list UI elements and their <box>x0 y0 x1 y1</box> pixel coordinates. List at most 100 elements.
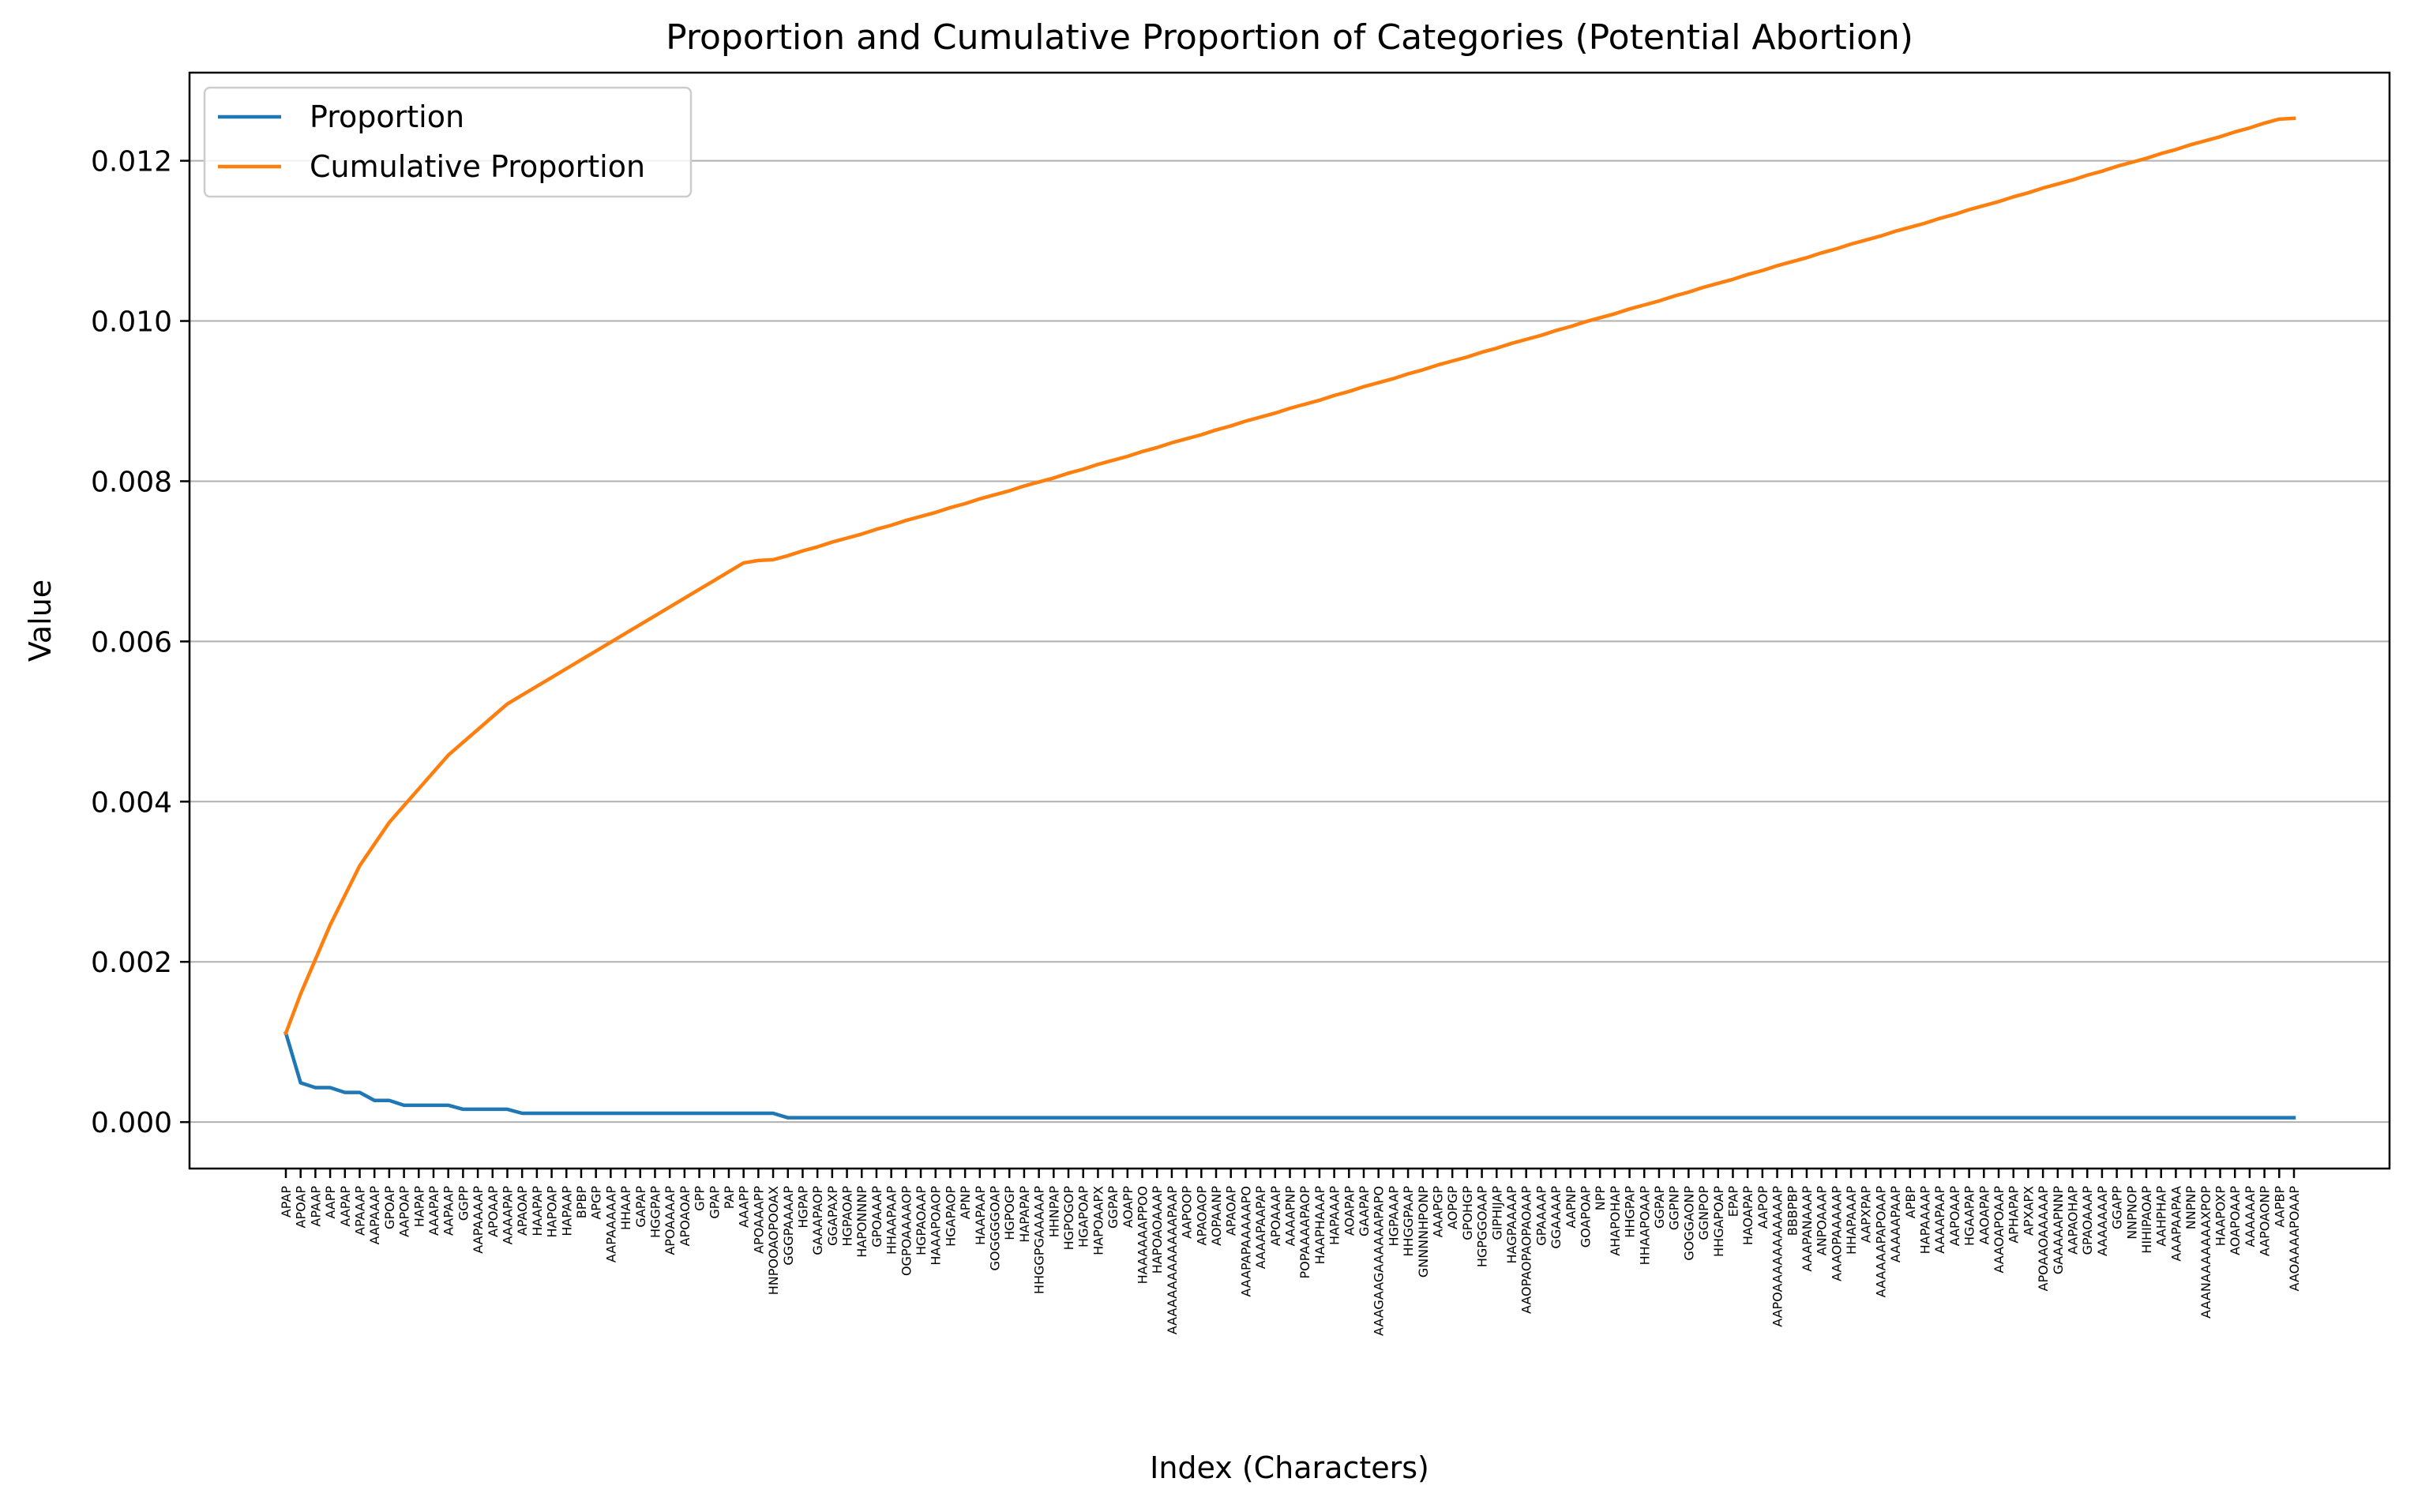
x-tick-label: AAAAAAAAAAAAAPAAP <box>1165 1186 1180 1335</box>
x-tick-label: GGAPAXP <box>825 1186 840 1246</box>
x-tick-label: AAAAAPAAP <box>1888 1186 1903 1263</box>
x-tick-label: AAOAAAAPOAAP <box>2287 1186 2302 1292</box>
x-tick-label: HAPONNNP <box>854 1186 869 1258</box>
x-tick-label: AOPAANP <box>1209 1186 1224 1246</box>
x-tick-label: HAAPAP <box>530 1186 545 1236</box>
x-tick-label: AAPAAAAP <box>471 1186 486 1254</box>
x-tick-label: AAAOPAAAAAP <box>1829 1186 1844 1281</box>
x-tick-label: AAPAP <box>338 1186 353 1227</box>
x-tick-label: GIPHIJAP <box>1489 1186 1504 1240</box>
x-tick-label: GPP <box>693 1186 708 1211</box>
x-tick-label: GNNNNHPONP <box>1416 1186 1431 1278</box>
x-tick-label: APOAAAAP <box>663 1186 678 1255</box>
x-tick-label: AAPOAONP <box>2258 1186 2273 1257</box>
x-tick-label: APAOAOP <box>1194 1186 1209 1246</box>
x-tick-label: GOAPOAP <box>1578 1186 1593 1248</box>
x-tick-label: HAAPHAAAP <box>1312 1186 1327 1265</box>
x-tick-label: HAPAPAP <box>1017 1186 1032 1243</box>
x-tick-label: AOAPAP <box>1342 1186 1357 1236</box>
legend-label-cumulative-proportion: Cumulative Proportion <box>310 149 645 184</box>
x-tick-label: APAAAP <box>352 1186 367 1236</box>
x-tick-label: HHGPAP <box>1623 1186 1638 1238</box>
series-line-proportion <box>283 1030 2296 1120</box>
x-tick-label: GGPAP <box>1106 1186 1121 1229</box>
legend-box <box>203 86 693 198</box>
legend: Proportion Cumulative Proportion <box>203 86 693 198</box>
x-tick-label: HAPAAP <box>559 1186 574 1236</box>
x-tick-label: HGGPAP <box>648 1186 663 1238</box>
x-tick-label: AOPGP <box>1445 1186 1460 1229</box>
x-tick-label: GPOAP <box>382 1186 397 1229</box>
x-tick-label: PAP <box>722 1186 737 1210</box>
x-tick-label: GPAOAAAP <box>2080 1186 2095 1255</box>
x-tick-label: AAPP <box>323 1186 338 1219</box>
x-tick-label: HHNPAP <box>1046 1186 1061 1238</box>
x-tick-label: APOAOAP <box>678 1186 693 1247</box>
x-tick-label: HHGGPGAAAAAP <box>1032 1186 1047 1294</box>
x-tick-label: HGPAP <box>795 1186 810 1229</box>
x-tick-label: HHAAP <box>618 1186 633 1230</box>
legend-label-proportion: Proportion <box>310 99 464 134</box>
x-tick-label: AAPBP <box>2272 1186 2287 1228</box>
x-tick-label: HHAAPAAP <box>884 1186 899 1255</box>
x-tick-label: HAAPAAP <box>973 1186 988 1245</box>
x-tick-label: HAAPOXP <box>2213 1186 2228 1247</box>
x-tick-label: AAANAAAAAAAXPOP <box>2198 1186 2213 1319</box>
x-tick-label: GGPP <box>456 1186 471 1221</box>
x-tick-label: GOGGAONP <box>1681 1186 1696 1261</box>
y-tick-label: 0.008 <box>91 466 172 498</box>
x-tick-label: HGAPOAP <box>1076 1186 1091 1247</box>
x-tick-label: APXAPX <box>2021 1186 2036 1236</box>
x-tick-label: APOAP <box>294 1186 309 1229</box>
x-tick-label: GGPNP <box>1667 1186 1682 1230</box>
x-tick-label: AAAAPAP <box>500 1186 515 1245</box>
x-tick-label: POPAAAAPAOP <box>1297 1186 1312 1279</box>
x-tick-label: HAPOAP <box>545 1186 560 1238</box>
x-tick-label: GAAPAP <box>1357 1186 1372 1236</box>
x-tick-label: APAAP <box>308 1186 323 1227</box>
x-tick-label: GGAPP <box>2110 1186 2125 1229</box>
x-tick-label: AAPOAP <box>397 1186 412 1237</box>
x-tick-label: AAHPHAP <box>2154 1186 2169 1247</box>
x-tick-label: HAPAAAAP <box>1918 1186 1933 1255</box>
x-tick-label: APAOAP <box>1224 1186 1239 1236</box>
x-tick-label: HAPOAAPX <box>1091 1186 1106 1255</box>
x-tick-label: NNPNOP <box>2124 1186 2139 1240</box>
x-tick-label: AAAPAP <box>426 1186 441 1236</box>
x-tick-label: NNPNP <box>2183 1186 2198 1230</box>
y-tick-label: 0.000 <box>91 1107 172 1139</box>
x-tick-label: AAAAPAAP <box>1932 1186 1947 1254</box>
x-tick-label: AAAPGP <box>1430 1186 1445 1238</box>
x-tick-label: GGNPOP <box>1696 1186 1711 1240</box>
x-tick-label: AOAPOAAP <box>2228 1186 2243 1255</box>
x-tick-label: AAOAPAP <box>1977 1186 1992 1245</box>
x-tick-label: HGPOGP <box>1002 1186 1017 1240</box>
x-tick-label: GAAAPAOP <box>810 1186 825 1255</box>
x-tick-label: AAPOAAP <box>1947 1186 1962 1247</box>
x-tick-label: AAPAOHAP <box>2066 1186 2081 1255</box>
x-tick-label: APOAAAPP <box>751 1186 766 1254</box>
x-tick-label: HAOAPAP <box>1740 1186 1755 1246</box>
x-tick-label: HGPAAAP <box>1386 1186 1401 1247</box>
series-layer <box>283 116 2296 1120</box>
x-tick-label: AAAAAAPAPOAAP <box>1873 1186 1888 1298</box>
x-tick-label: GOGGGGOAP <box>988 1186 1003 1271</box>
x-tick-label: AAAPAAPAA <box>2168 1186 2183 1262</box>
x-tick-label: HHAAPOAAP <box>1637 1186 1652 1266</box>
x-axis-ticks: APAP APOAP APAAP AAPP AAPAP APAAAP AAPAAAP GPOA… <box>279 1169 2302 1336</box>
y-axis-ticks: 0.000 0.002 0.004 0.006 0.008 0.010 0.012 <box>91 146 190 1139</box>
x-tick-label: HAAAAAAPPOO <box>1136 1186 1151 1284</box>
x-tick-label: HGAPAOP <box>943 1186 958 1247</box>
x-tick-label: OGPOAAAAOP <box>899 1186 914 1276</box>
x-tick-label: BBBPBP <box>1785 1186 1800 1236</box>
x-tick-label: HGPAOAAP <box>914 1186 929 1255</box>
x-tick-label: AAAGAAGAAAAAAPAPO <box>1372 1186 1387 1336</box>
x-tick-label: HHAPAAAP <box>1844 1186 1859 1255</box>
y-tick-label: 0.004 <box>91 786 172 819</box>
x-tick-label: EPAP <box>1725 1186 1740 1217</box>
x-tick-label: AAAAAAP <box>2243 1186 2258 1247</box>
x-tick-label: APOAAOAAAAAP <box>2036 1186 2051 1292</box>
